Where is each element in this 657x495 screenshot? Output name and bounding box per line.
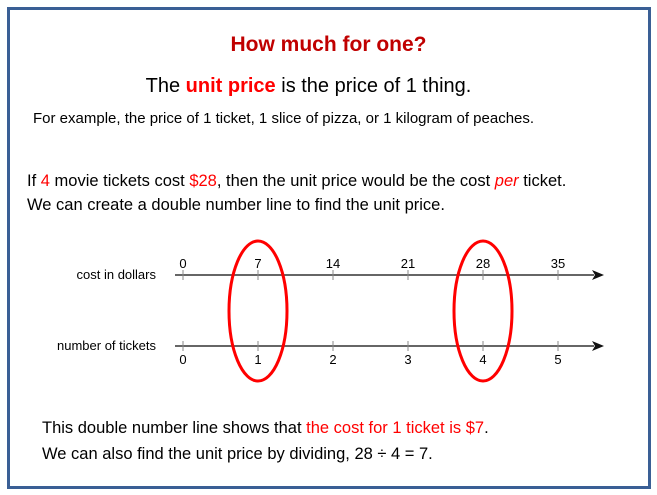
problem-segment: movie tickets cost xyxy=(49,172,190,190)
problem-segment: $28 xyxy=(189,172,217,190)
problem-segment: per xyxy=(494,172,519,190)
bottom-line-label: number of tickets xyxy=(57,338,156,353)
problem-segment: ticket. xyxy=(518,172,567,190)
tick-label: 2 xyxy=(329,352,336,367)
problem-segment: 4 xyxy=(40,172,50,190)
example-text: For example, the price of 1 ticket, 1 sl… xyxy=(33,110,535,127)
definition-post: is the price of 1 thing. xyxy=(275,75,472,97)
problem-segment: If xyxy=(27,172,41,190)
slide-frame xyxy=(7,7,651,489)
top-line-label: cost in dollars xyxy=(77,267,157,282)
arrow-head-icon xyxy=(592,341,604,351)
highlight-ellipse xyxy=(452,239,514,383)
definition-pre: The xyxy=(145,75,186,97)
highlight-ellipse xyxy=(227,239,289,383)
tick-label: 0 xyxy=(179,352,186,367)
conclusion-post: . xyxy=(484,419,489,437)
conclusion-line-2: We can also find the unit price by divid… xyxy=(42,445,433,463)
problem-line-2: We can create a double number line to fi… xyxy=(27,196,445,214)
definition: The unit price is the price of 1 thing. xyxy=(0,75,617,98)
conclusion-line-1: This double number line shows that the c… xyxy=(42,419,489,438)
tick-label: 35 xyxy=(551,256,565,271)
tick-label: 7 xyxy=(254,256,261,271)
tick-label: 3 xyxy=(404,352,411,367)
conclusion-highlight: the cost for 1 ticket is $7 xyxy=(306,419,485,437)
problem-segment: , then the unit price would be the cost xyxy=(216,172,495,190)
tick-label: 4 xyxy=(479,352,486,367)
tick-label: 0 xyxy=(179,256,186,271)
tick-label: 1 xyxy=(254,352,261,367)
definition-highlight: unit price xyxy=(185,75,276,97)
tick-label: 28 xyxy=(476,256,490,271)
problem-line-1: If 4 movie tickets cost $28, then the un… xyxy=(27,172,566,191)
arrow-head-icon xyxy=(592,270,604,280)
conclusion-pre: This double number line shows that xyxy=(42,419,307,437)
tick-label: 14 xyxy=(326,256,340,271)
slide-title: How much for one? xyxy=(230,33,427,56)
tick-label: 21 xyxy=(401,256,415,271)
tick-label: 5 xyxy=(554,352,561,367)
